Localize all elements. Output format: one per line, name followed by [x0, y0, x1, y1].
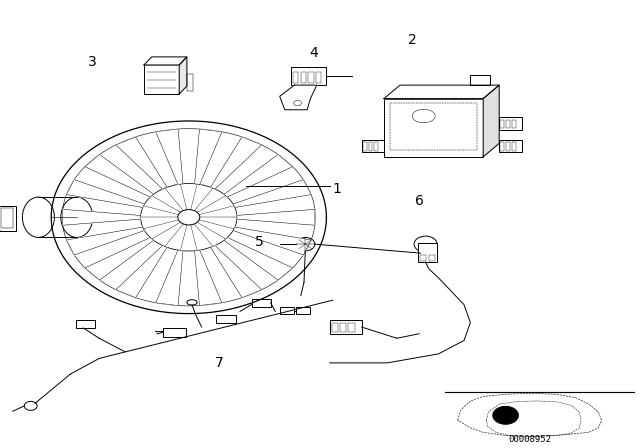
Ellipse shape: [493, 406, 518, 424]
Polygon shape: [483, 85, 499, 157]
Bar: [499, 117, 522, 130]
Ellipse shape: [141, 184, 237, 251]
Ellipse shape: [414, 236, 437, 252]
Bar: [291, 67, 326, 85]
Bar: [1, 208, 13, 228]
Text: 1: 1: [333, 182, 342, 196]
Polygon shape: [280, 85, 317, 110]
Polygon shape: [156, 250, 183, 306]
Bar: [512, 120, 516, 128]
Ellipse shape: [24, 401, 37, 410]
Bar: [499, 140, 522, 152]
Bar: [362, 140, 384, 152]
Polygon shape: [116, 137, 167, 189]
Polygon shape: [233, 227, 311, 255]
Text: 6: 6: [415, 194, 424, 208]
Ellipse shape: [22, 197, 54, 237]
Bar: [363, 142, 367, 151]
Bar: [390, 103, 477, 150]
Bar: [301, 72, 306, 83]
Bar: [308, 72, 314, 83]
Bar: [500, 120, 504, 128]
Polygon shape: [116, 246, 167, 297]
Polygon shape: [179, 57, 187, 94]
Polygon shape: [67, 227, 145, 255]
Text: 7: 7: [214, 356, 223, 370]
Text: 5: 5: [255, 235, 264, 249]
Bar: [332, 323, 338, 332]
Ellipse shape: [296, 237, 315, 251]
Bar: [0, 206, 16, 231]
Bar: [216, 315, 236, 323]
Polygon shape: [195, 250, 222, 306]
Bar: [187, 73, 193, 91]
Bar: [296, 307, 310, 314]
Text: 2: 2: [408, 33, 417, 47]
Bar: [293, 72, 298, 83]
Bar: [316, 72, 321, 83]
Polygon shape: [144, 57, 187, 65]
Polygon shape: [85, 237, 154, 280]
Bar: [500, 142, 504, 151]
Polygon shape: [211, 246, 262, 297]
Ellipse shape: [61, 197, 93, 237]
Bar: [144, 65, 179, 94]
Bar: [418, 243, 437, 262]
Bar: [429, 255, 435, 261]
Polygon shape: [63, 209, 141, 225]
Bar: [280, 307, 294, 314]
Polygon shape: [224, 155, 292, 197]
Bar: [470, 75, 490, 85]
Bar: [348, 323, 355, 332]
Bar: [506, 142, 510, 151]
Polygon shape: [224, 237, 292, 280]
Polygon shape: [211, 137, 262, 189]
Polygon shape: [195, 129, 222, 185]
Bar: [340, 323, 346, 332]
Bar: [163, 328, 186, 337]
Polygon shape: [67, 180, 145, 207]
Bar: [506, 120, 510, 128]
Ellipse shape: [294, 100, 301, 106]
Text: 3: 3: [88, 56, 97, 69]
Ellipse shape: [178, 210, 200, 225]
Polygon shape: [156, 129, 183, 185]
Bar: [374, 142, 378, 151]
Bar: [512, 142, 516, 151]
Bar: [330, 320, 362, 334]
Bar: [384, 99, 483, 157]
Text: 00008952: 00008952: [508, 435, 552, 444]
Text: 4: 4: [309, 47, 318, 60]
Ellipse shape: [187, 300, 197, 305]
Bar: [76, 320, 95, 328]
Polygon shape: [384, 85, 499, 99]
Polygon shape: [237, 209, 315, 225]
Polygon shape: [458, 393, 602, 436]
Bar: [420, 255, 426, 261]
Bar: [252, 299, 271, 307]
Bar: [369, 142, 372, 151]
Ellipse shape: [412, 109, 435, 123]
Polygon shape: [85, 155, 154, 197]
Polygon shape: [233, 180, 311, 207]
